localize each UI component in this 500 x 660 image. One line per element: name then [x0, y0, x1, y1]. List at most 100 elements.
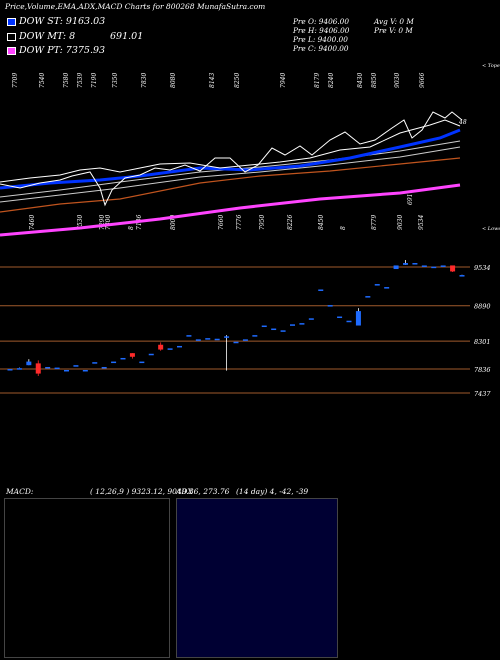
adx-panel	[176, 498, 338, 658]
candle-body	[111, 361, 117, 364]
info-low: Pre L: 9400.00	[293, 35, 348, 44]
legend-dow-st: DOW ST: 9163.03	[3, 16, 199, 28]
candle-body	[101, 366, 107, 369]
candle-body	[205, 338, 211, 340]
candle-body	[459, 275, 465, 277]
candle-body	[214, 338, 220, 341]
legend-swatch-pt	[7, 47, 16, 55]
candle-body	[45, 366, 51, 369]
top-price-label: 9030	[394, 73, 401, 88]
legend-label-st: DOW ST: 9163.03	[19, 16, 106, 27]
mid-price-label: 8226	[287, 215, 294, 230]
candle-body	[280, 330, 286, 332]
candle-body	[224, 336, 230, 338]
candle-body	[73, 365, 79, 367]
candle-body	[129, 353, 135, 357]
macd-label: MACD:	[6, 487, 34, 496]
candle-body	[195, 339, 201, 341]
candle-body	[7, 369, 13, 371]
mid-price-label: 7300	[105, 215, 112, 230]
ema-mid-line-2	[0, 146, 461, 203]
candle-body	[35, 363, 41, 374]
top-price-label: 8850	[371, 73, 378, 88]
mid-price-label: 7660	[218, 215, 225, 230]
candle-body	[261, 325, 267, 328]
chart-title: Price,Volume,EMA,ADX,MACD Charts for 800…	[5, 2, 266, 11]
candle-body	[233, 341, 239, 344]
candle-body	[92, 362, 98, 364]
candle-body	[242, 339, 248, 341]
candle-body	[327, 305, 333, 307]
top-price-label: 7830	[141, 73, 148, 88]
candle-body	[54, 367, 60, 370]
legend-swatch-mt	[7, 33, 16, 41]
candle-body	[148, 353, 154, 356]
candle-body	[431, 266, 437, 269]
candle-body	[365, 296, 371, 298]
info-high: Pre H: 9406.00	[293, 26, 350, 35]
axis-caption-top: < Tope	[482, 63, 500, 69]
top-price-label: 7540	[39, 73, 46, 88]
candle-body	[64, 369, 69, 372]
mid-price-label: 8000	[170, 215, 177, 230]
legend-label-mt: DOW MT: 8	[19, 31, 76, 42]
mid-price-label: 8	[340, 226, 347, 230]
candle-body	[26, 361, 32, 366]
legend-swatch-st	[7, 18, 16, 26]
ema-pt-line	[0, 183, 461, 237]
candle-body	[384, 287, 390, 289]
candle-body	[290, 324, 295, 326]
top-price-label: 7539	[77, 73, 84, 88]
macd-panel	[4, 498, 170, 658]
top-price-label: 8250	[234, 73, 241, 88]
top-price-label: 7580	[63, 73, 70, 88]
adx-params: (14 day) 4, -42, -39	[236, 487, 309, 496]
top-price-label: 8143	[209, 73, 216, 88]
top-price-label: 8430	[357, 73, 364, 88]
candle-body	[412, 263, 418, 265]
top-price-label: 7350	[112, 73, 119, 88]
candle-body	[139, 361, 145, 364]
top-price-label: 8240	[328, 73, 335, 88]
candle-body	[440, 265, 446, 267]
price-axis-label: 8301	[474, 338, 491, 346]
candle-body	[186, 335, 192, 337]
mid-price-label: 8779	[371, 215, 378, 230]
mid-price-label: 7776	[236, 215, 243, 230]
price-axis-label: 8890	[474, 303, 491, 311]
candle-body	[308, 318, 314, 320]
candle-body	[393, 265, 399, 270]
candle-body	[82, 369, 88, 372]
ema-long-line	[0, 157, 461, 213]
candle-body	[299, 323, 305, 325]
adx-label: ADX	[176, 487, 193, 496]
legend-value-mt: 691.01	[110, 31, 144, 42]
candle-body	[120, 357, 126, 360]
mid-price-label: 8	[128, 226, 135, 230]
candle-body	[177, 345, 182, 348]
candle-body	[16, 368, 22, 370]
info-close: Pre C: 9400.00	[293, 44, 349, 53]
candle-body	[450, 265, 456, 272]
info-pre-volume: Pre V: 0 M	[374, 26, 413, 35]
mid-price-label: 7460	[29, 215, 36, 230]
info-open: Pre O: 9406.00	[293, 17, 349, 26]
candle-body	[318, 289, 324, 291]
candle-body	[374, 284, 380, 286]
candle-body	[403, 263, 408, 265]
mid-price-label: 7290	[99, 215, 106, 230]
candle-body	[158, 344, 164, 350]
macd-params: ( 12,26,9 ) 9323.12, 9049.36, 273.76	[90, 487, 230, 496]
ema-short-line	[0, 128, 461, 190]
top-price-label: 8080	[170, 73, 177, 88]
price-close-line	[0, 111, 463, 207]
candle-body	[421, 265, 427, 267]
mid-price-label: 8450	[318, 215, 325, 230]
candle-body	[252, 335, 258, 337]
top-price-label: 7190	[91, 73, 98, 88]
price-axis-label: 7836	[474, 366, 491, 374]
mid-price-label: 691	[407, 194, 414, 205]
info-avg-volume: Avg V: 0 M	[374, 17, 414, 26]
mid-price-label: 7530	[77, 215, 84, 230]
